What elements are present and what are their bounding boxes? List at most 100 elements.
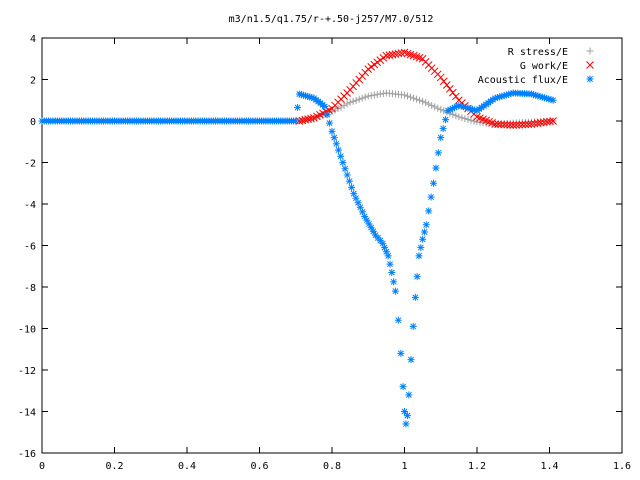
data-point	[391, 287, 399, 295]
data-point	[405, 391, 413, 399]
plot-frame	[41, 37, 623, 454]
data-point	[394, 49, 403, 58]
data-point	[425, 207, 433, 215]
data-point	[409, 322, 417, 330]
data-point	[401, 91, 408, 99]
data-point	[586, 61, 594, 69]
data-point	[388, 268, 396, 276]
x-tick-label: 1.4	[540, 461, 558, 472]
data-point	[549, 96, 557, 104]
y-tick-label: -14	[18, 408, 36, 419]
data-point	[533, 119, 542, 128]
data-point	[384, 252, 392, 260]
data-point	[323, 111, 331, 119]
data-point	[430, 179, 437, 187]
x-tick-label: 0.2	[105, 461, 123, 472]
data-point	[370, 91, 378, 99]
data-point	[437, 106, 445, 114]
data-point	[413, 273, 421, 281]
data-point	[376, 90, 384, 98]
y-tick-label: -6	[24, 242, 36, 253]
legend-label: Acoustic flux/E	[478, 75, 568, 86]
y-tick-label: -4	[24, 200, 36, 211]
data-point	[530, 119, 539, 128]
data-point	[410, 94, 418, 102]
data-point	[331, 106, 339, 114]
data-point	[452, 112, 460, 120]
data-point	[527, 120, 536, 128]
legend-marker	[586, 47, 594, 55]
data-point	[355, 95, 363, 103]
x-tick-label: 0.8	[323, 461, 341, 472]
data-point	[335, 146, 343, 154]
data-point	[403, 412, 411, 420]
data-point	[321, 102, 329, 110]
data-point	[363, 216, 371, 224]
data-point	[467, 116, 475, 124]
data-point	[437, 134, 445, 142]
data-point	[419, 235, 427, 243]
x-tick-label: 1	[401, 461, 407, 472]
data-point	[292, 117, 300, 125]
data-point	[491, 120, 499, 128]
data-point	[427, 193, 435, 201]
legend-label: G work/E	[520, 61, 568, 72]
data-point	[294, 104, 302, 112]
data-point	[379, 90, 387, 98]
y-tick-label: -8	[24, 283, 36, 294]
data-point	[328, 108, 336, 116]
data-point	[434, 104, 442, 112]
data-point	[349, 97, 357, 105]
x-tick-label: 0.6	[250, 461, 268, 472]
data-point	[397, 49, 406, 57]
data-point	[506, 121, 515, 129]
y-tick-label: 2	[30, 76, 36, 87]
data-point	[549, 117, 557, 125]
data-point	[442, 81, 451, 89]
data-point	[337, 152, 345, 160]
data-point	[394, 316, 402, 324]
data-point	[536, 118, 545, 127]
data-point	[586, 75, 594, 83]
data-point	[399, 383, 407, 391]
data-point	[407, 356, 415, 364]
y-tick-label: 0	[30, 117, 36, 128]
data-point	[436, 73, 445, 82]
data-point	[330, 134, 338, 142]
data-point	[343, 100, 351, 108]
x-tick-label: 1.6	[613, 461, 631, 472]
data-point	[307, 114, 315, 123]
data-point	[419, 97, 427, 105]
data-point	[328, 127, 336, 135]
data-point	[348, 183, 356, 191]
data-point	[416, 96, 424, 104]
data-point	[304, 115, 312, 123]
axis-ticks: 0 0.2 0.4 0.6 0.8 1 1.2 1.4 1.6 4 2 0 -2 -4 -6 -8 -10 -12…	[18, 34, 631, 472]
y-tick-label: -16	[18, 449, 36, 460]
data-point	[382, 51, 391, 60]
data-point	[455, 113, 463, 121]
legend-marker	[586, 75, 594, 83]
data-point	[439, 125, 447, 133]
data-point	[402, 420, 410, 428]
data-point	[404, 92, 412, 100]
data-point	[432, 164, 440, 172]
data-point	[373, 91, 381, 99]
data-point	[361, 93, 369, 101]
series-2	[38, 89, 557, 428]
data-point	[422, 221, 430, 229]
data-point	[500, 120, 509, 129]
data-point	[503, 120, 512, 129]
data-point	[497, 120, 506, 129]
data-point	[428, 101, 436, 109]
data-point	[415, 252, 423, 260]
data-point	[390, 278, 398, 286]
data-point	[385, 51, 394, 59]
y-tick-label: -12	[18, 366, 36, 377]
data-point	[512, 121, 521, 129]
data-point	[546, 117, 554, 126]
legend-label: R stress/E	[508, 47, 568, 58]
data-point	[494, 120, 502, 129]
data-point	[448, 88, 457, 97]
